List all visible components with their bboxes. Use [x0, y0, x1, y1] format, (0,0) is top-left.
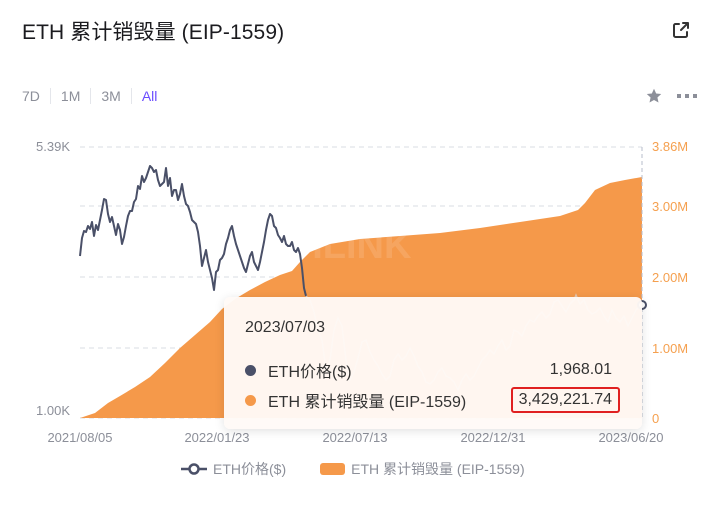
range-7d[interactable]: 7D: [22, 88, 40, 104]
x-axis-tick: 2022/01/23: [184, 430, 249, 445]
legend-label: ETH价格($): [213, 461, 287, 477]
x-axis-tick: 2021/08/05: [47, 430, 112, 445]
right-axis-tick: 3.86M: [652, 139, 688, 154]
line-marker-icon: [181, 463, 207, 475]
legend-item-burn[interactable]: ETH 累计销毁量 (EIP-1559): [320, 459, 525, 479]
tooltip-value: 1,968.01: [549, 361, 612, 378]
more-horizontal-icon[interactable]: [676, 87, 698, 105]
watermark: PHLINK: [270, 225, 412, 267]
tooltip-label: ETH 累计销毁量 (EIP-1559): [268, 394, 467, 411]
tooltip-row-price: ETH价格($) 1,968.01: [245, 358, 620, 382]
range-all[interactable]: All: [130, 88, 168, 104]
x-axis-tick: 2022/12/31: [460, 430, 525, 445]
range-selector: 7D 1M 3M All: [22, 88, 167, 104]
tooltip-label: ETH价格($): [268, 364, 352, 381]
tooltip-row-burn: ETH 累计销毁量 (EIP-1559) 3,429,221.74: [245, 387, 620, 413]
right-axis-tick: 0: [652, 411, 659, 426]
page-title: ETH 累计销毁量 (EIP-1559): [22, 21, 285, 44]
chart-legend: ETH价格($) ETH 累计销毁量 (EIP-1559): [181, 459, 559, 479]
star-icon[interactable]: [645, 87, 663, 105]
eth-price-series: [79, 165, 307, 297]
right-axis-tick: 3.00M: [652, 199, 688, 214]
chart-tooltip: 2023/07/03 ETH价格($) 1,968.01 ETH 累计销毁量 (…: [224, 297, 642, 429]
burn-dot-icon: [245, 394, 256, 406]
legend-label: ETH 累计销毁量 (EIP-1559): [351, 461, 525, 477]
x-axis-tick: 2022/07/13: [322, 430, 387, 445]
right-axis-tick: 2.00M: [652, 270, 688, 285]
legend-item-price[interactable]: ETH价格($): [181, 459, 286, 479]
tooltip-value-highlighted: 3,429,221.74: [510, 387, 620, 413]
left-axis-max: 5.39K: [36, 139, 70, 154]
price-dot-icon: [245, 364, 256, 376]
area-swatch-icon: [320, 463, 346, 475]
external-link-icon[interactable]: [671, 20, 691, 40]
left-axis-min: 1.00K: [36, 403, 70, 418]
tooltip-date: 2023/07/03: [245, 319, 326, 336]
x-axis-tick: 2023/06/20: [598, 430, 663, 445]
range-3m[interactable]: 3M: [90, 88, 130, 104]
right-axis-tick: 1.00M: [652, 341, 688, 356]
range-1m[interactable]: 1M: [49, 88, 90, 104]
